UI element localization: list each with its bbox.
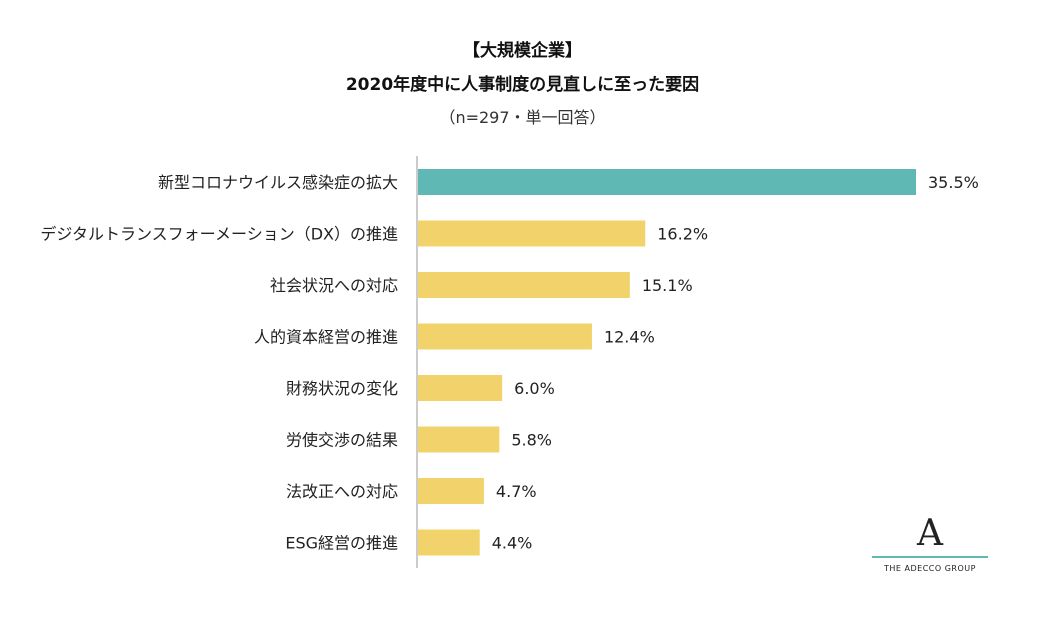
chart-title-line1: 【大規模企業】 [463,41,582,61]
category-label-4: 財務状況の変化 [286,379,398,398]
bar-0 [418,169,916,195]
value-label-0: 35.5% [928,173,979,192]
value-label-2: 15.1% [642,276,693,295]
value-label-6: 4.7% [496,482,537,501]
logo-divider [872,556,988,558]
chart-title-line2: 2020年度中に人事制度の見直しに至った要因 [345,75,700,95]
category-label-6: 法改正への対応 [286,482,398,501]
logo-text: THE ADECCO GROUP [884,564,976,573]
value-label-5: 5.8% [511,431,552,450]
logo-mark: A [917,513,943,554]
bar-6 [418,478,484,504]
category-label-0: 新型コロナウイルス感染症の拡大 [158,173,398,192]
value-label-3: 12.4% [604,328,655,347]
category-label-2: 社会状況への対応 [270,276,398,295]
bar-7 [418,529,480,556]
category-label-3: 人的資本経営の推進 [254,328,398,347]
value-label-7: 4.4% [492,534,533,553]
bar-2 [418,272,630,298]
bar-1 [418,220,646,247]
bar-3 [418,323,592,350]
bar-4 [418,375,503,401]
value-label-4: 6.0% [514,379,555,398]
category-label-1: デジタルトランスフォーメーション（DX）の推進 [40,225,398,244]
bar-5 [418,426,500,453]
chart-subtitle: （n=297・単一回答） [439,108,606,127]
category-label-5: 労使交渉の結果 [286,431,398,450]
value-label-1: 16.2% [657,225,708,244]
category-label-7: ESG経営の推進 [285,534,398,553]
adecco-logo: A THE ADECCO GROUP [872,516,988,573]
